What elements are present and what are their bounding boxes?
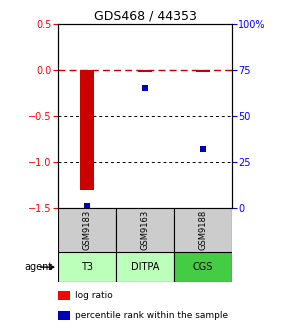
Text: GSM9163: GSM9163 [140,210,150,250]
Bar [116,208,174,252]
Bar [58,208,116,252]
Text: GSM9188: GSM9188 [198,210,208,250]
Text: percentile rank within the sample: percentile rank within the sample [75,311,229,320]
Text: log ratio: log ratio [75,291,113,300]
Text: GSM9183: GSM9183 [82,210,92,250]
Bar [116,252,174,282]
Text: DITPA: DITPA [131,262,159,272]
Bar [174,252,232,282]
Bar [80,70,94,190]
Bar [196,70,210,72]
Bar [58,311,70,320]
Text: T3: T3 [81,262,93,272]
Bar [138,70,152,72]
Text: agent: agent [24,262,52,272]
Title: GDS468 / 44353: GDS468 / 44353 [94,9,196,23]
Text: CGS: CGS [193,262,213,272]
Bar [174,208,232,252]
Bar [58,252,116,282]
Bar [58,291,70,300]
